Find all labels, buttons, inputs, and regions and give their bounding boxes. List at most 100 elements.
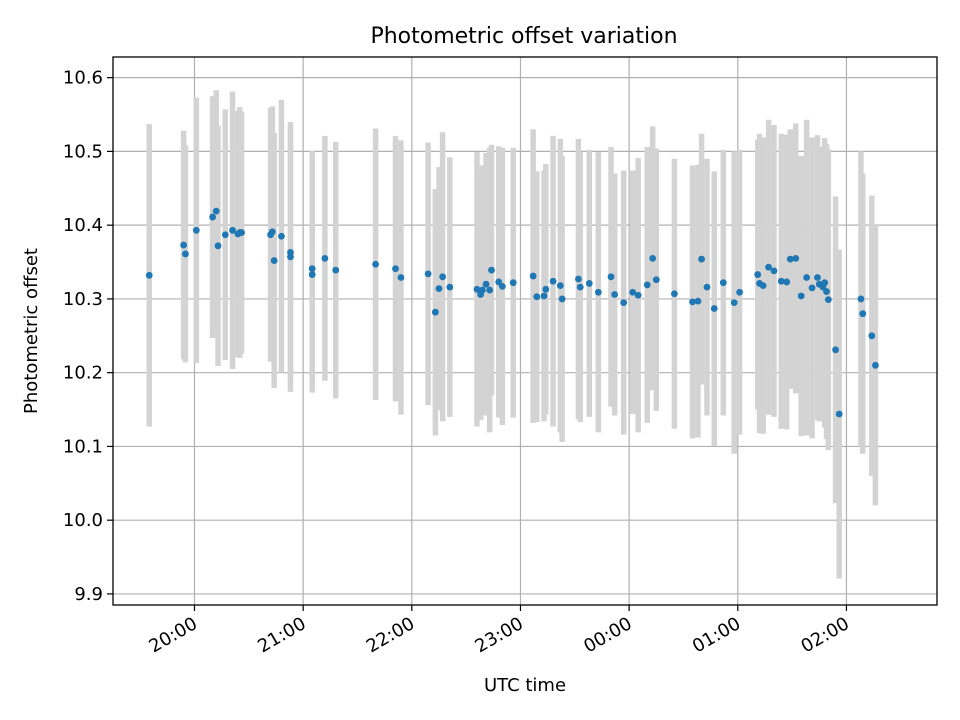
data-point [533, 293, 541, 301]
data-point [549, 277, 557, 285]
data-point [214, 242, 222, 250]
data-point [268, 228, 276, 236]
data-point [424, 270, 432, 278]
data-point [145, 271, 153, 279]
data-point [823, 288, 830, 295]
y-tick-label: 10.5 [63, 141, 103, 162]
data-point [180, 241, 188, 249]
data-point [558, 295, 566, 303]
y-tick-label: 10.2 [63, 363, 103, 384]
y-axis-label: Photometric offset [21, 248, 42, 414]
data-point [435, 285, 443, 292]
data-point [221, 231, 229, 239]
data-point [278, 232, 285, 240]
data-point [777, 277, 785, 285]
data-point [321, 254, 329, 262]
data-point [783, 278, 791, 286]
data-point [509, 279, 517, 287]
data-point [556, 282, 564, 290]
data-point [473, 285, 481, 293]
data-point [792, 254, 800, 262]
data-point [736, 288, 744, 296]
data-point [652, 276, 660, 284]
chart-title: Photometric offset variation [370, 24, 677, 49]
data-point [529, 272, 537, 280]
data-point [786, 255, 794, 263]
data-point [542, 285, 550, 293]
data-point [770, 267, 778, 275]
x-tick-label: 01:00 [689, 613, 744, 657]
data-point [431, 308, 439, 316]
y-tick-label: 10.6 [63, 68, 103, 89]
data-point [710, 305, 718, 312]
data-point [308, 271, 316, 278]
data-point [671, 290, 678, 298]
data-point-layer [145, 207, 879, 418]
data-point [209, 213, 217, 221]
data-point [488, 266, 495, 274]
data-point [446, 283, 454, 291]
data-point [482, 280, 490, 288]
x-axis-label: UTC time [484, 675, 566, 696]
data-point [808, 284, 816, 292]
data-point [730, 299, 738, 307]
data-point [332, 266, 340, 274]
data-point [287, 249, 294, 256]
data-point [392, 265, 399, 273]
data-point [719, 279, 727, 287]
x-tick-label: 23:00 [472, 613, 527, 657]
data-point [576, 283, 584, 291]
data-point [832, 346, 839, 354]
data-point [229, 226, 236, 234]
data-point [182, 250, 189, 258]
data-point [649, 254, 657, 262]
data-point [498, 282, 506, 290]
data-point [308, 265, 316, 273]
data-point [859, 310, 867, 318]
data-point [607, 273, 615, 281]
x-tick-label: 20:00 [146, 613, 201, 657]
y-tick-label: 9.9 [74, 584, 103, 605]
data-point [611, 291, 619, 298]
data-point [694, 297, 702, 305]
x-tick-label: 21:00 [254, 613, 309, 657]
y-tick-label: 10.3 [63, 289, 103, 310]
data-point [540, 292, 548, 300]
data-point [857, 295, 865, 303]
data-point [803, 274, 811, 281]
data-point [698, 255, 705, 263]
data-point [192, 226, 200, 234]
data-point [754, 271, 762, 278]
y-tick-label: 10.0 [63, 510, 103, 531]
data-point [372, 260, 379, 268]
data-point [703, 283, 711, 291]
data-point [759, 282, 767, 290]
error-bar-layer [146, 90, 879, 579]
data-point [479, 286, 486, 294]
x-tick-label: 00:00 [580, 613, 635, 657]
x-tick-label: 22:00 [363, 613, 418, 657]
data-point [634, 291, 642, 299]
data-point [689, 298, 696, 306]
y-tick-label: 10.1 [63, 436, 103, 457]
data-point [643, 281, 651, 289]
data-point [821, 279, 829, 287]
data-point [620, 299, 628, 307]
data-point [397, 274, 405, 281]
data-point [629, 288, 637, 296]
y-tick-label: 10.4 [63, 215, 103, 236]
data-point [797, 292, 805, 300]
data-point [238, 229, 245, 236]
data-point [270, 257, 278, 264]
data-point [765, 263, 772, 271]
data-point [814, 274, 821, 281]
data-point [868, 332, 876, 340]
data-point [824, 296, 832, 304]
plot-frame [112, 56, 938, 606]
x-tick-label: 02:00 [798, 613, 853, 657]
data-point [594, 288, 602, 296]
data-point [872, 361, 879, 369]
data-point [575, 275, 582, 283]
data-point [835, 410, 843, 418]
